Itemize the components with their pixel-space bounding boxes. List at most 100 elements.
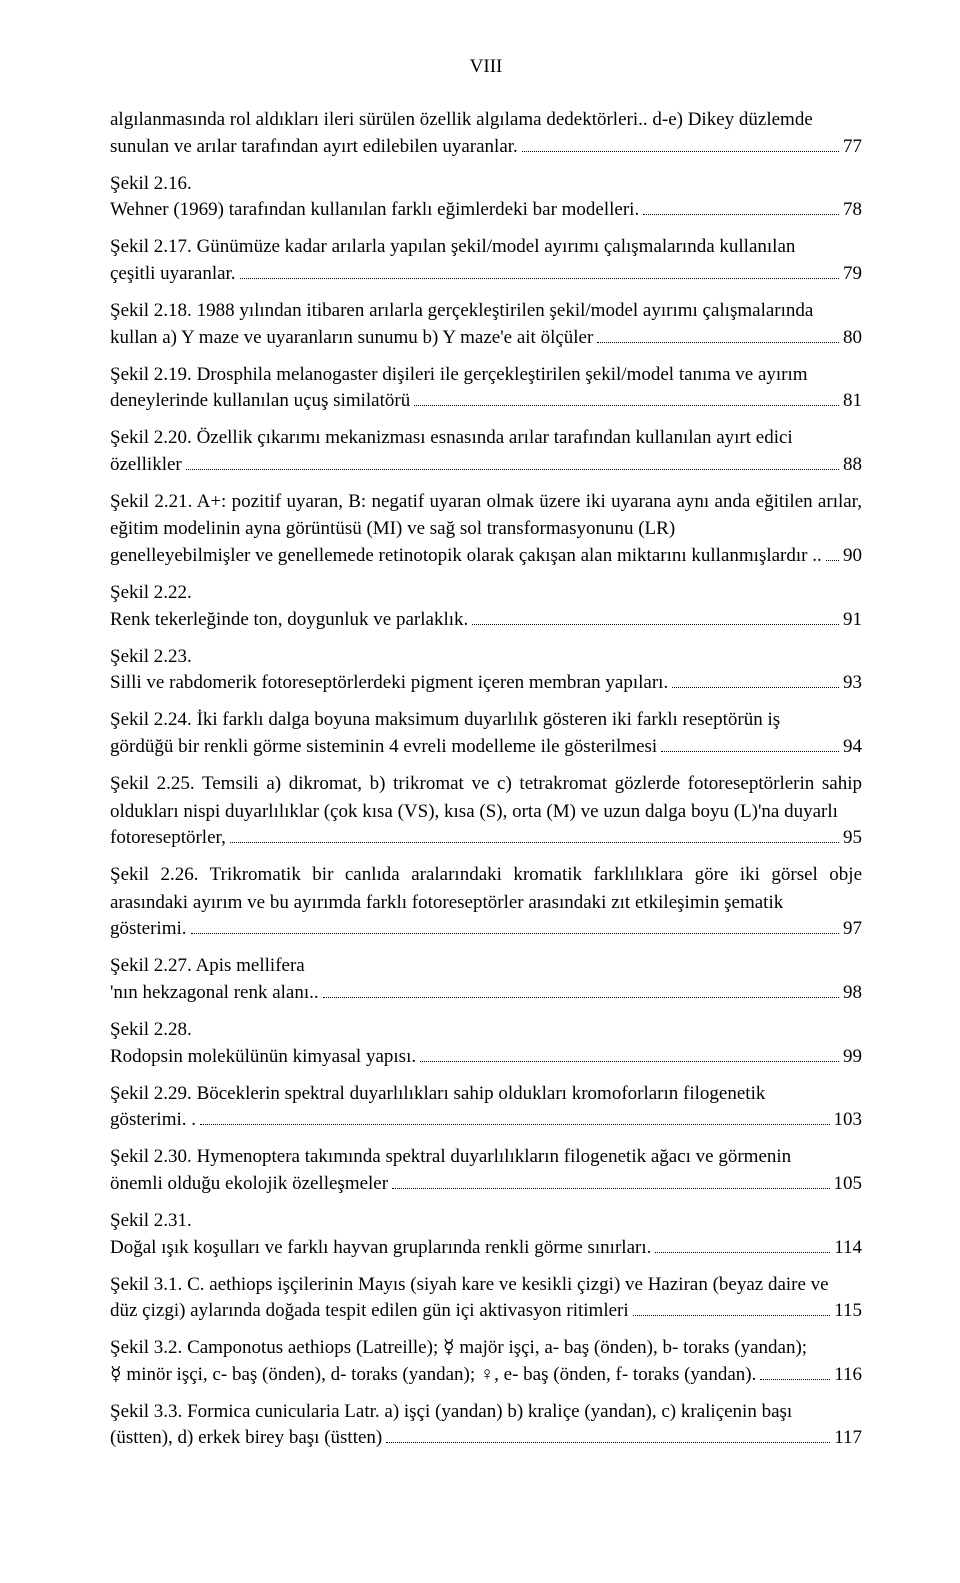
entry-text: ☿ minör işçi, c- baş (önden), d- toraks … bbox=[110, 1364, 756, 1385]
leader-dots bbox=[240, 261, 839, 279]
entry-page: 95 bbox=[843, 827, 862, 849]
entry-pre: Şekil 2.31. bbox=[110, 1207, 862, 1235]
figure-label: Şekil 2.17. bbox=[110, 236, 192, 257]
entry-pre: Şekil 2.18. 1988 yılından itibaren arıla… bbox=[110, 297, 862, 325]
entry-text: gördüğü bir renkli görme sisteminin 4 ev… bbox=[110, 736, 657, 757]
entry-last-text: çeşitli uyaranlar. bbox=[110, 263, 236, 285]
entry-last-text: genelleyebilmişler ve genellemede retino… bbox=[110, 545, 822, 567]
entry-text: Doğal ışık koşulları ve farklı hayvan gr… bbox=[110, 1237, 651, 1258]
document-page: VIII algılanmasında rol aldıkları ileri … bbox=[0, 0, 960, 1583]
leader-dots bbox=[655, 1234, 830, 1252]
figure-label: Şekil 2.26. bbox=[110, 864, 199, 885]
entry-last-text: deneylerinde kullanılan uçuş similatörü bbox=[110, 390, 410, 412]
entry-text: önemli olduğu ekolojik özelleşmeler bbox=[110, 1173, 388, 1194]
entry-text: Günümüze kadar arılarla yapılan şekil/mo… bbox=[192, 236, 796, 257]
entry-pre: Şekil 2.28. bbox=[110, 1016, 862, 1044]
entry-last-text: düz çizgi) aylarında doğada tespit edile… bbox=[110, 1300, 629, 1322]
entry-text: (üstten), bbox=[110, 1427, 178, 1448]
entry-page: 103 bbox=[834, 1109, 863, 1131]
entry-last-text: Renk tekerleğinde ton, doygunluk ve parl… bbox=[110, 609, 468, 631]
entry-page: 88 bbox=[843, 454, 862, 476]
entry-text: fotoreseptörler, bbox=[110, 827, 226, 848]
entry-last-line: ☿ minör işçi, c- baş (önden), d- toraks … bbox=[110, 1362, 862, 1386]
entry-pre: algılanmasında rol aldıkları ileri sürül… bbox=[110, 106, 862, 134]
entry-text: erkek birey başı (üstten) bbox=[193, 1427, 382, 1448]
entry-pre: Şekil 2.23. bbox=[110, 643, 862, 671]
entry-pre: Şekil 2.17. Günümüze kadar arılarla yapı… bbox=[110, 233, 862, 261]
entry-pre: Şekil 2.26. Trikromatik bir canlıda aral… bbox=[110, 861, 862, 916]
entry-last-text: Rodopsin molekülünün kimyasal yapısı. bbox=[110, 1046, 416, 1068]
entry-text: A+: pozitif uyaran, B: negatif uyaran ol… bbox=[110, 491, 862, 540]
entry-last-line: önemli olduğu ekolojik özelleşmeler 105 bbox=[110, 1171, 862, 1195]
entry-last-line: Doğal ışık koşulları ve farklı hayvan gr… bbox=[110, 1234, 862, 1258]
entry-pre: Şekil 2.25. Temsili a) dikromat, b) trik… bbox=[110, 770, 862, 825]
toc-entry: Şekil 2.29. Böceklerin spektral duyarlıl… bbox=[110, 1080, 862, 1132]
entry-last-line: Rodopsin molekülünün kimyasal yapısı.99 bbox=[110, 1044, 862, 1068]
figure-label: Şekil 2.27. bbox=[110, 955, 192, 976]
figure-label: Şekil 2.22. bbox=[110, 582, 192, 603]
entry-last-text: Silli ve rabdomerik fotoreseptörlerdeki … bbox=[110, 672, 668, 694]
entry-last-text: 'nın hekzagonal renk alanı.. bbox=[110, 982, 319, 1004]
figure-label: Şekil 2.21. bbox=[110, 491, 192, 512]
entry-page: 94 bbox=[843, 736, 862, 758]
toc-entry: Şekil 2.21. A+: pozitif uyaran, B: negat… bbox=[110, 488, 862, 567]
figure-label: Şekil 2.20. bbox=[110, 427, 192, 448]
toc-entry: Şekil 2.20. Özellik çıkarımı mekanizması… bbox=[110, 424, 862, 476]
entry-page: 79 bbox=[843, 263, 862, 285]
entry-last-text: Wehner (1969) tarafından kullanılan fark… bbox=[110, 199, 639, 221]
leader-dots bbox=[200, 1107, 829, 1125]
toc-entry: Şekil 3.1. C. aethiops işçilerinin Mayıs… bbox=[110, 1271, 862, 1323]
entry-text: Silli ve rabdomerik fotoreseptörlerdeki … bbox=[110, 672, 668, 693]
entry-last-line: 'nın hekzagonal renk alanı..98 bbox=[110, 980, 862, 1004]
figure-label: Şekil 2.25. bbox=[110, 773, 195, 794]
entry-last-text: sunulan ve arılar tarafından ayırt edile… bbox=[110, 136, 518, 158]
leader-dots bbox=[191, 916, 839, 934]
leader-dots bbox=[661, 734, 839, 752]
leader-dots bbox=[186, 452, 839, 470]
entry-page: 105 bbox=[834, 1173, 863, 1195]
entry-last-line: gösterimi. 97 bbox=[110, 916, 862, 940]
entry-text: Temsili a) dikromat, b) trikromat ve c) … bbox=[110, 773, 862, 822]
bold-text: d) bbox=[178, 1427, 194, 1448]
figure-label: Şekil 2.23. bbox=[110, 646, 192, 667]
toc-entry: Şekil 2.27. Apis mellifera'nın hekzagona… bbox=[110, 952, 862, 1004]
entry-text: algılanmasında rol aldıkları ileri sürül… bbox=[110, 109, 813, 130]
entry-last-text: fotoreseptörler, bbox=[110, 827, 226, 849]
entry-last-line: düz çizgi) aylarında doğada tespit edile… bbox=[110, 1298, 862, 1322]
entry-last-text: ☿ minör işçi, c- baş (önden), d- toraks … bbox=[110, 1363, 756, 1386]
entry-last-text: gösterimi. bbox=[110, 918, 187, 940]
entry-last-line: Silli ve rabdomerik fotoreseptörlerdeki … bbox=[110, 670, 862, 694]
entry-text: Trikromatik bir canlıda aralarındaki kro… bbox=[110, 864, 862, 913]
entry-page: 91 bbox=[843, 609, 862, 631]
entry-page: 81 bbox=[843, 390, 862, 412]
entry-text: 'nın hekzagonal renk alanı.. bbox=[110, 982, 319, 1003]
entry-pre: Şekil 2.16. bbox=[110, 170, 862, 198]
entry-text: Özellik çıkarımı mekanizması esnasında a… bbox=[192, 427, 793, 448]
entry-text: dişileri ile gerçekleştirilen şekil/mode… bbox=[378, 364, 808, 385]
entry-last-line: gösterimi. . 103 bbox=[110, 1107, 862, 1131]
toc-entry: Şekil 2.28. Rodopsin molekülünün kimyasa… bbox=[110, 1016, 862, 1068]
entry-pre: Şekil 2.19. Drosphila melanogaster dişil… bbox=[110, 361, 862, 389]
entry-page: 97 bbox=[843, 918, 862, 940]
entry-last-text: önemli olduğu ekolojik özelleşmeler bbox=[110, 1173, 388, 1195]
figure-label: Şekil 2.18. bbox=[110, 300, 192, 321]
entry-text: İki farklı dalga boyuna maksimum duyarlı… bbox=[192, 709, 780, 730]
entry-text: Wehner (1969) tarafından kullanılan fark… bbox=[110, 199, 639, 220]
entry-last-line: özellikler88 bbox=[110, 452, 862, 476]
leader-dots bbox=[392, 1171, 829, 1189]
figure-label: Şekil 2.24. bbox=[110, 709, 192, 730]
toc-entry: Şekil 2.31. Doğal ışık koşulları ve fark… bbox=[110, 1207, 862, 1259]
toc-entry: Şekil 2.18. 1988 yılından itibaren arıla… bbox=[110, 297, 862, 349]
figure-label: Şekil 3.2. bbox=[110, 1337, 182, 1358]
leader-dots bbox=[643, 197, 839, 215]
page-number: VIII bbox=[110, 56, 862, 78]
entry-last-line: çeşitli uyaranlar. 79 bbox=[110, 261, 862, 285]
entry-last-line: Renk tekerleğinde ton, doygunluk ve parl… bbox=[110, 607, 862, 631]
entry-page: 93 bbox=[843, 672, 862, 694]
entry-text: genelleyebilmişler ve genellemede retino… bbox=[110, 545, 822, 566]
toc-entry: Şekil 3.3. Formica cunicularia Latr. a) … bbox=[110, 1398, 862, 1450]
entry-last-text: gösterimi. . bbox=[110, 1109, 196, 1131]
entry-text: sunulan ve arılar tarafından ayırt edile… bbox=[110, 136, 518, 157]
entry-text: Renk tekerleğinde ton, doygunluk ve parl… bbox=[110, 609, 468, 630]
toc-entry: Şekil 2.23. Silli ve rabdomerik fotorese… bbox=[110, 643, 862, 695]
